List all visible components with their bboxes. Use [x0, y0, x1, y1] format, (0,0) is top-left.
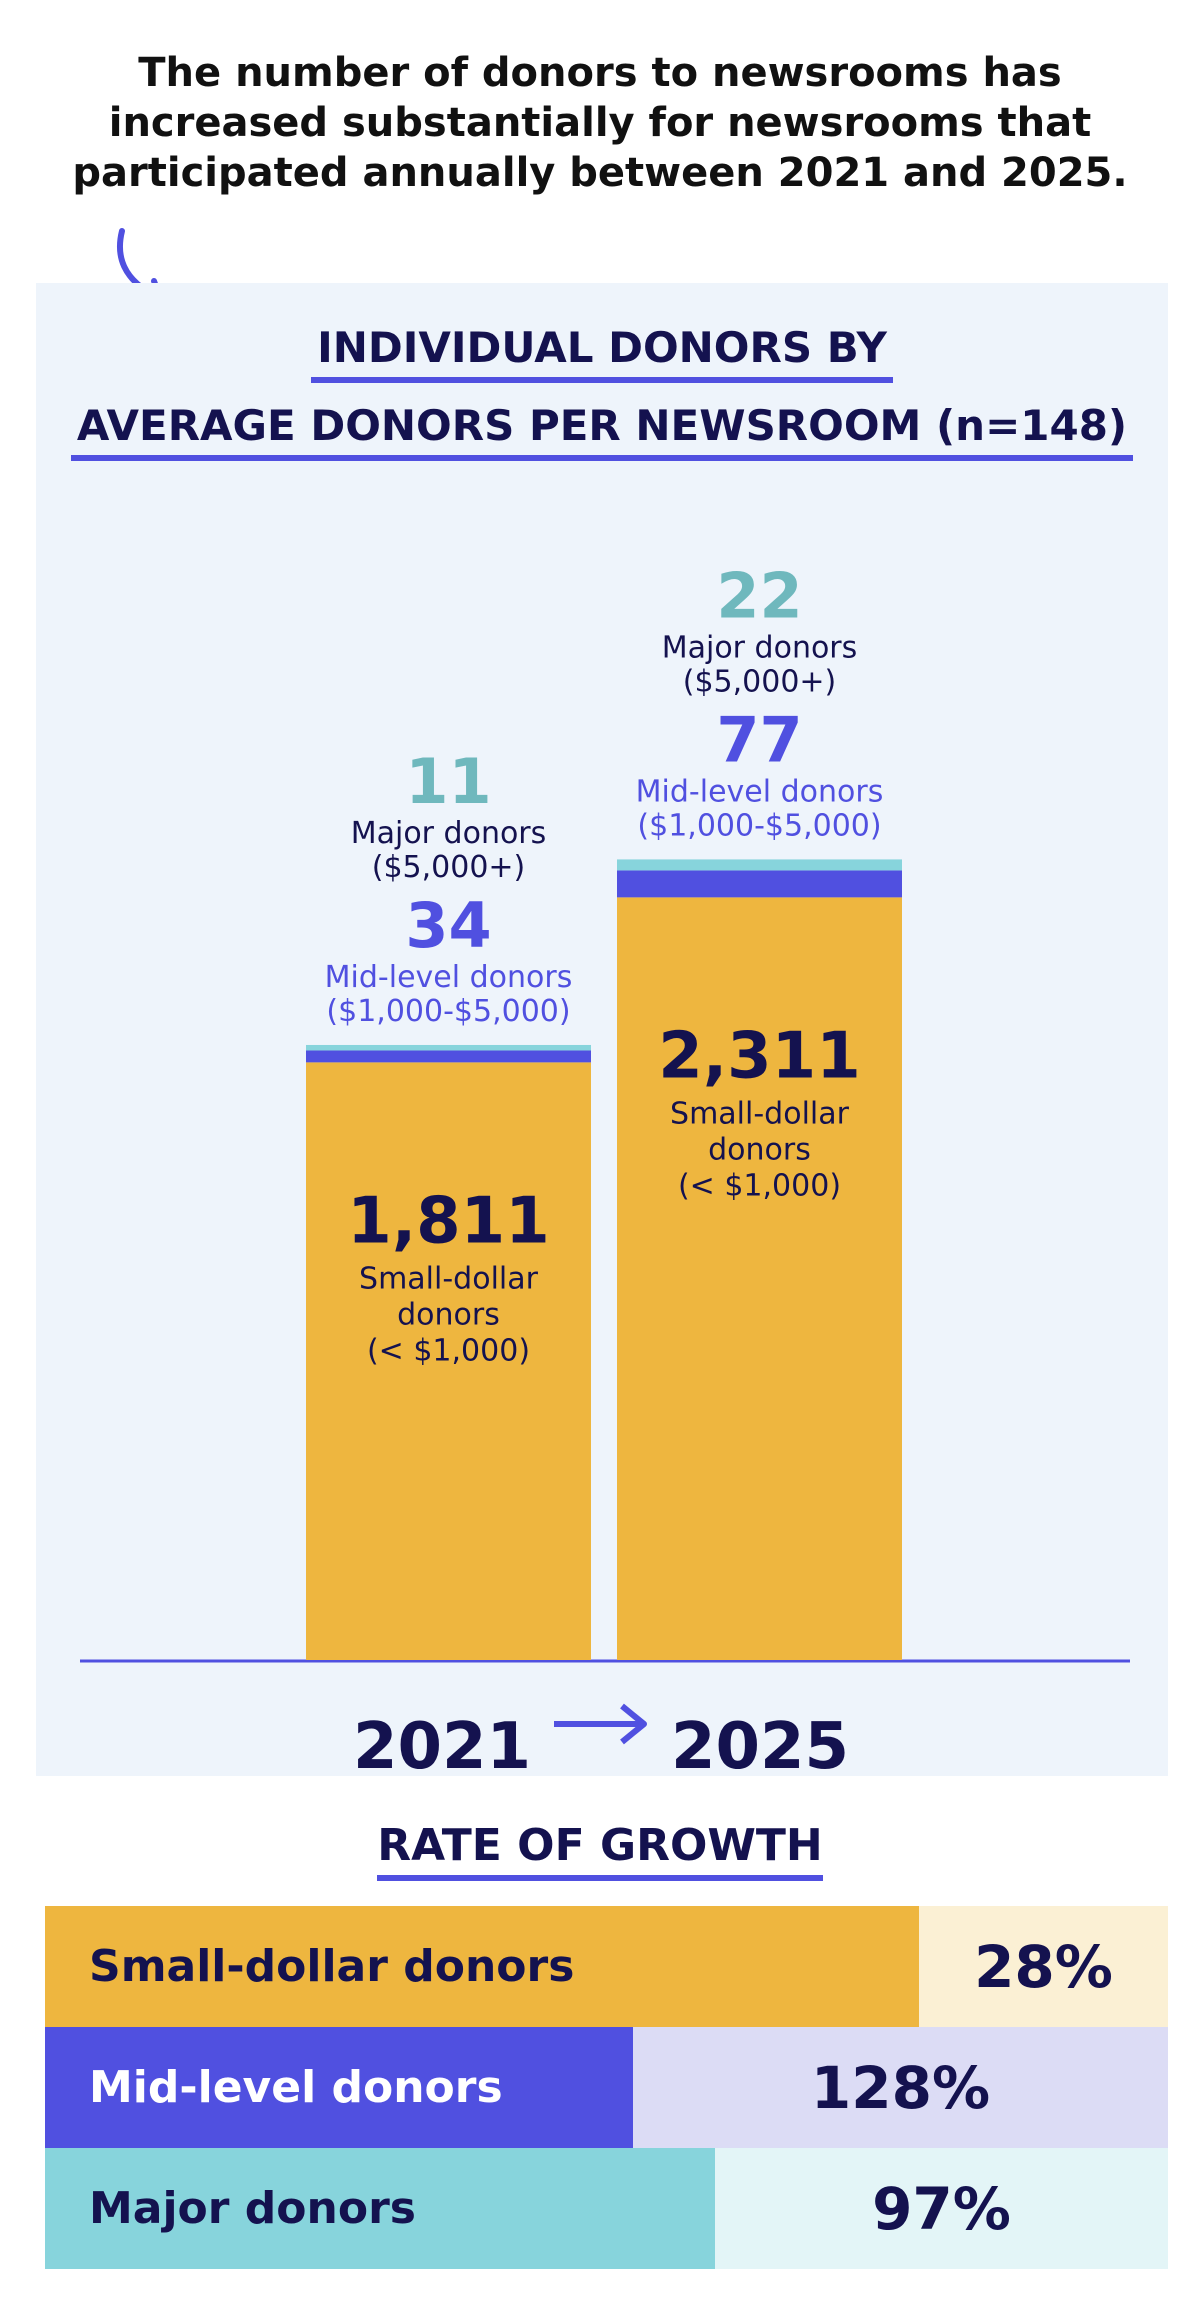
- headline: The number of donors to newsrooms has in…: [72, 50, 1128, 196]
- series-range-small-dollar: (< $1,000): [367, 1333, 530, 1368]
- series-label-major: Major donors: [662, 630, 858, 665]
- category-label-2025: 2025: [670, 1710, 850, 1784]
- right-arrow-icon: [554, 1703, 647, 1745]
- category-label-2021: 2021: [352, 1710, 532, 1784]
- data-label-mid-level-2025: 77: [716, 703, 802, 776]
- growth-label: Mid-level donors: [89, 2062, 503, 2113]
- growth-value: 28%: [974, 1932, 1113, 2001]
- bar-small-dollar-2021: [306, 1062, 591, 1660]
- growth-label: Small-dollar donors: [89, 1941, 575, 1992]
- growth-bar: Major donors: [45, 2148, 715, 2269]
- bar-small-dollar-2025: [617, 897, 902, 1660]
- series-label-major: Major donors: [351, 816, 547, 851]
- data-label-small-dollar-2021: 1,811: [347, 1184, 549, 1258]
- growth-bar: Mid-level donors: [45, 2027, 633, 2148]
- growth-value: 97%: [872, 2174, 1011, 2243]
- data-label-mid-level-2021: 34: [405, 889, 491, 962]
- growth-value: 128%: [810, 2053, 991, 2122]
- growth-title: RATE OF GROWTH: [0, 1820, 1200, 1881]
- series-range-mid-level: ($1,000-$5,000): [326, 994, 570, 1029]
- chart-title: INDIVIDUAL DONORS BY AVERAGE DONORS PER …: [36, 313, 1168, 469]
- growth-value-cell: 128%: [633, 2027, 1168, 2148]
- series-label-mid-level: Mid-level donors: [325, 960, 573, 995]
- series-range-major: ($5,000+): [372, 850, 526, 885]
- series-label-small-dollar: Small-dollar: [670, 1096, 850, 1131]
- bar-mid-level-2021: [306, 1050, 591, 1063]
- chart-panel: INDIVIDUAL DONORS BY AVERAGE DONORS PER …: [36, 283, 1168, 1776]
- series-label-small-dollar: donors: [708, 1132, 811, 1167]
- data-label-major-2021: 11: [405, 745, 491, 818]
- data-label-major-2025: 22: [716, 559, 802, 632]
- chart-title-line2: AVERAGE DONORS PER NEWSROOM (n=148): [70, 397, 1134, 461]
- bar-major-2025: [617, 859, 902, 871]
- growth-table: Small-dollar donors 28% Mid-level donors…: [45, 1906, 1168, 2269]
- series-range-mid-level: ($1,000-$5,000): [637, 808, 881, 843]
- series-label-mid-level: Mid-level donors: [636, 774, 884, 809]
- bar-mid-level-2025: [617, 870, 902, 898]
- growth-bar: Small-dollar donors: [45, 1906, 919, 2027]
- series-range-major: ($5,000+): [683, 664, 837, 699]
- bar-major-2021: [306, 1044, 591, 1051]
- series-range-small-dollar: (< $1,000): [678, 1168, 841, 1203]
- growth-label: Major donors: [89, 2183, 416, 2234]
- growth-row-mid-level: Mid-level donors 128%: [45, 2027, 1168, 2148]
- chart-title-line1: INDIVIDUAL DONORS BY: [311, 319, 893, 383]
- growth-row-major: Major donors 97%: [45, 2148, 1168, 2269]
- growth-value-cell: 97%: [715, 2148, 1168, 2269]
- data-label-small-dollar-2025: 2,311: [658, 1019, 860, 1093]
- growth-row-small-dollar: Small-dollar donors 28%: [45, 1906, 1168, 2027]
- series-label-small-dollar: Small-dollar: [359, 1261, 539, 1296]
- growth-value-cell: 28%: [919, 1906, 1168, 2027]
- series-label-small-dollar: donors: [397, 1297, 500, 1332]
